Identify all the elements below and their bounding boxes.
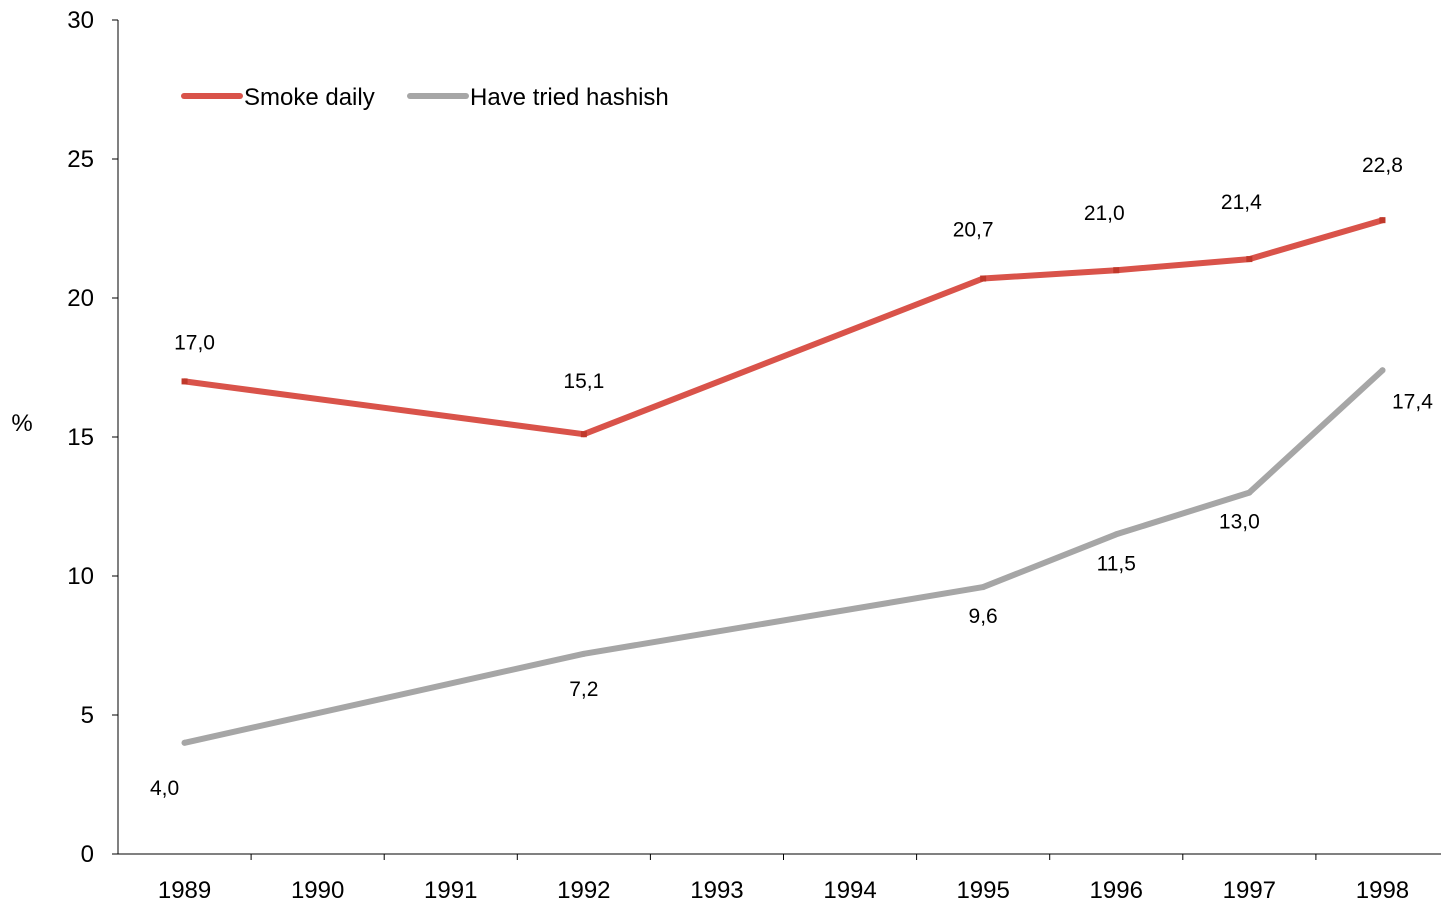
data-point	[1246, 489, 1253, 496]
legend-item: Smoke daily	[181, 84, 375, 111]
x-tick-label: 1998	[1356, 877, 1409, 904]
axes: 0 5 10 15 20 25 30 1989 1990 1991 1992 1993 1994 1995…	[11, 7, 1441, 904]
data-point	[181, 378, 188, 385]
legend-item: Have tried hashish	[407, 84, 669, 111]
data-label: 21,4	[1221, 191, 1262, 214]
data-label: 17,4	[1392, 390, 1433, 413]
x-tick-label: 1996	[1090, 877, 1143, 904]
data-label: 7,2	[569, 678, 598, 701]
legend-label: Have tried hashish	[470, 84, 669, 111]
x-tick-label: 1993	[690, 877, 743, 904]
series-layer	[181, 217, 1386, 746]
legend-label: Smoke daily	[244, 84, 375, 111]
data-label: 22,8	[1362, 154, 1403, 177]
x-tick-label: 1992	[557, 877, 610, 904]
y-axis-label: %	[11, 410, 32, 437]
data-point	[1379, 367, 1386, 374]
data-label: 17,0	[174, 331, 215, 354]
data-point	[1246, 256, 1253, 263]
data-label: 4,0	[150, 777, 179, 800]
data-point	[580, 650, 587, 657]
data-label: 11,5	[1097, 552, 1136, 575]
data-point	[1379, 217, 1386, 224]
data-label: 13,0	[1219, 511, 1260, 534]
x-tick-label: 1990	[291, 877, 344, 904]
y-tick-label: 0	[81, 841, 94, 868]
series-line-have-tried-hashish	[181, 367, 1386, 746]
x-tick-label: 1989	[158, 877, 211, 904]
y-tick-label: 15	[67, 424, 94, 451]
x-tick-label: 1991	[424, 877, 477, 904]
y-tick-label: 30	[67, 7, 94, 34]
data-label: 9,6	[969, 605, 998, 628]
x-tick-label: 1995	[956, 877, 1009, 904]
y-tick-label: 20	[67, 285, 94, 312]
x-tick-label: 1997	[1223, 877, 1276, 904]
data-label: 21,0	[1084, 202, 1125, 225]
data-point	[980, 584, 987, 591]
series-line-smoke-daily	[181, 217, 1386, 438]
x-tick-label: 1994	[823, 877, 876, 904]
y-tick-label: 10	[67, 563, 94, 590]
y-tick-label: 5	[81, 702, 94, 729]
data-point	[580, 431, 587, 438]
data-label: 15,1	[563, 370, 604, 393]
data-label: 20,7	[953, 219, 994, 242]
legend: Smoke daily Have tried hashish	[181, 84, 669, 111]
data-point	[181, 739, 188, 746]
data-labels: 17,0 15,1 20,7 21,0 21,4 22,8 4,0 7,2 9,6 11,5 13,…	[150, 154, 1433, 800]
data-point	[980, 275, 987, 282]
data-point	[1113, 267, 1120, 274]
y-tick-label: 25	[67, 146, 94, 173]
data-point	[1113, 531, 1120, 538]
